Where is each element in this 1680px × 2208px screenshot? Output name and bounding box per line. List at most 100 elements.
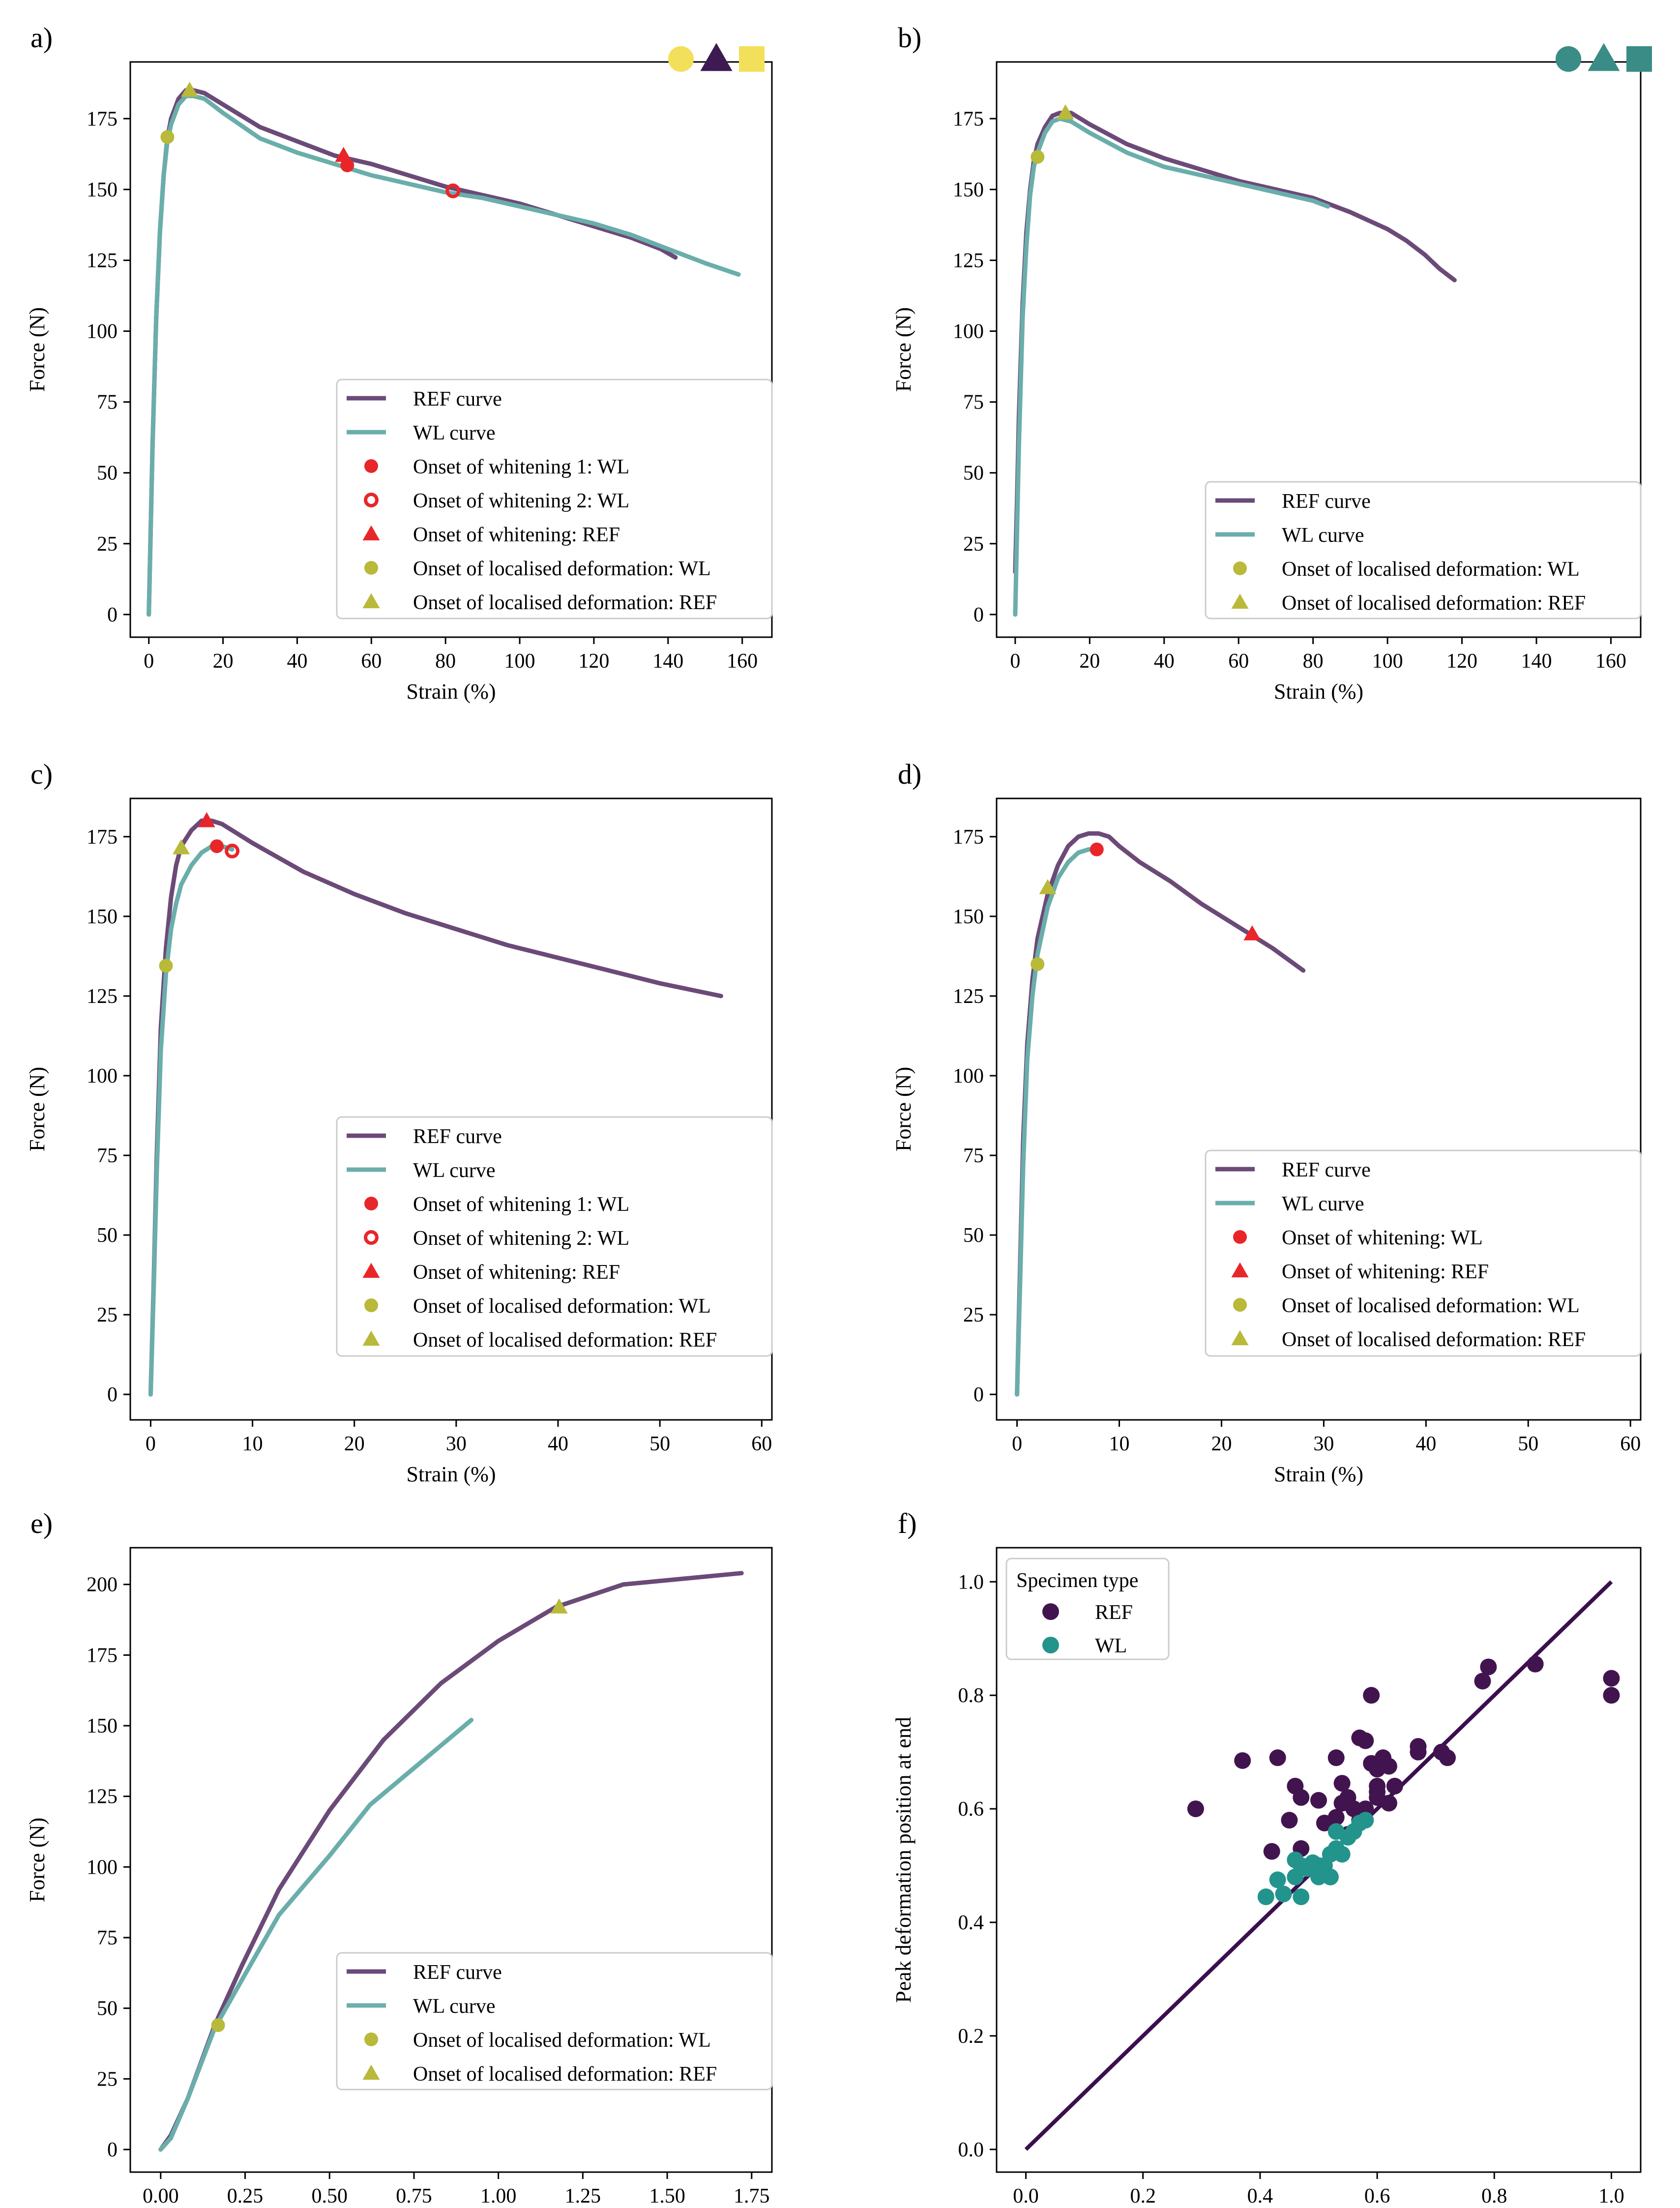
x-tick-label: 60 (1228, 650, 1249, 673)
x-tick-label: 0 (1012, 1433, 1022, 1455)
legend-marker (362, 525, 380, 541)
legend-label: REF curve (413, 1125, 502, 1148)
legend-label: REF curve (413, 388, 502, 411)
legend-label: WL curve (413, 1995, 496, 2018)
y-tick-label: 25 (97, 533, 118, 556)
x-tick-label: 0.0 (1013, 2185, 1039, 2208)
legend-marker (1231, 1262, 1249, 1278)
legend-marker (362, 593, 380, 609)
legend-box (336, 1116, 773, 1357)
y-tick-label: 150 (87, 178, 118, 201)
marker-point (1057, 104, 1074, 119)
panel-label: b) (898, 22, 921, 54)
series-line-wl (158, 1718, 474, 2152)
panel-label: e) (30, 1507, 53, 1539)
x-tick-label: 100 (1372, 650, 1403, 673)
plot-area (147, 82, 741, 617)
legend-box (1005, 1558, 1170, 1660)
marker-point (225, 843, 240, 858)
x-tick-label: 10 (242, 1433, 263, 1455)
x-tick-label: 20 (213, 650, 234, 673)
legend: REF curve WL curve Onset of whitening: WL O… (1205, 1149, 1642, 1357)
legend-box (1205, 481, 1642, 619)
scatter-point-wl (1293, 1888, 1310, 1906)
legend-label: Onset of localised deformation: WL (413, 2029, 711, 2052)
marker-point (211, 2018, 225, 2032)
marker-point (445, 183, 461, 199)
marker-point (160, 130, 175, 144)
scatter-point-ref (1263, 1843, 1280, 1860)
plot-area (148, 812, 723, 1397)
x-tick-label: 100 (504, 650, 535, 673)
marker-point (173, 839, 190, 854)
scatter-point-ref (1363, 1687, 1380, 1704)
legend-label: Onset of whitening: WL (1282, 1227, 1483, 1249)
scatter-point-ref (1269, 1749, 1286, 1766)
marker-point (550, 1598, 568, 1614)
chart-panel-c: c) 0 10 20 30 40 50 60 0 25 50 75 100 125 150 175 Strain… (25, 43, 773, 1486)
plot-area (1015, 831, 1306, 1397)
x-axis-label: Strain (%) (406, 679, 496, 704)
scatter-point-wl (1333, 1846, 1351, 1863)
legend-label: Onset of whitening 1: WL (413, 456, 629, 478)
y-tick-label: 175 (87, 826, 118, 849)
scatter-point-ref (1527, 1655, 1544, 1673)
y-tick-label: 150 (953, 178, 984, 201)
marker-point (340, 158, 354, 173)
x-tick-label: 0.00 (143, 2185, 179, 2208)
legend-marker (362, 1330, 380, 1346)
series-line-wl (1015, 847, 1101, 1397)
x-tick-label: 0.6 (1364, 2185, 1390, 2208)
x-tick-label: 40 (1154, 650, 1175, 673)
x-axis-label: Strain (%) (406, 1462, 496, 1486)
scatter-point-wl (1257, 1888, 1274, 1906)
legend-marker (364, 561, 378, 575)
x-tick-label: 30 (446, 1433, 467, 1455)
scatter-point-ref (1603, 1670, 1620, 1687)
y-tick-label: 100 (953, 321, 984, 343)
y-tick-label: 0.4 (958, 1912, 984, 1934)
legend-marker (1233, 561, 1247, 575)
y-tick-label: 50 (963, 462, 984, 485)
legend-marker (364, 1230, 379, 1245)
y-tick-label: 0 (107, 604, 118, 626)
legend-label: Onset of whitening 2: WL (413, 1227, 629, 1250)
legend-label: Onset of localised deformation: REF (1282, 592, 1586, 615)
legend-label: Onset of localised deformation: REF (413, 591, 717, 614)
legend-marker (364, 493, 379, 507)
y-tick-label: 25 (963, 1304, 984, 1326)
x-tick-label: 20 (344, 1433, 365, 1455)
y-tick-label: 75 (963, 391, 984, 414)
scatter-point-wl (1275, 1885, 1292, 1903)
x-tick-label: 40 (1415, 1433, 1436, 1455)
y-tick-label: 125 (87, 985, 118, 1008)
x-tick-label: 20 (1079, 650, 1100, 673)
x-axis-label: Strain (%) (1274, 1462, 1363, 1486)
y-axis-label: Force (N) (25, 1818, 49, 1902)
y-tick-label: 25 (963, 533, 984, 556)
marker-point (335, 147, 353, 162)
legend-box (1205, 1149, 1642, 1357)
scatter-point-ref (1187, 1800, 1204, 1818)
x-tick-label: 0.75 (396, 2185, 432, 2208)
marker-point (1039, 879, 1057, 894)
marker-point (1031, 957, 1045, 972)
legend-marker (1233, 1298, 1247, 1312)
legend-marker (1233, 1230, 1247, 1244)
legend-marker (1042, 1603, 1059, 1620)
y-tick-label: 125 (953, 985, 984, 1008)
panel-label: c) (30, 758, 53, 790)
legend-marker (364, 1298, 378, 1312)
y-tick-label: 50 (97, 1224, 118, 1247)
legend-marker (1231, 593, 1249, 609)
x-tick-label: 0 (146, 1433, 156, 1455)
y-tick-label: 150 (953, 906, 984, 928)
marker-point (1031, 150, 1045, 164)
panel-label: f) (898, 1507, 917, 1539)
legend-marker (1042, 1637, 1059, 1653)
legend: REF curve WL curve Onset of whitening 1: W… (336, 1116, 773, 1357)
x-tick-label: 0.2 (1130, 2185, 1156, 2208)
scatter-point-wl (1269, 1871, 1286, 1888)
y-tick-label: 50 (963, 1224, 984, 1247)
y-axis-label: Force (N) (891, 1067, 915, 1151)
